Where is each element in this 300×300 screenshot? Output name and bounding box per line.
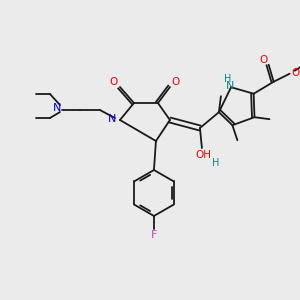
Text: N: N bbox=[108, 114, 116, 124]
Text: O: O bbox=[292, 68, 300, 78]
Text: H: H bbox=[224, 74, 232, 84]
Text: H: H bbox=[212, 158, 220, 168]
Text: OH: OH bbox=[195, 150, 211, 160]
Text: O: O bbox=[110, 77, 118, 87]
Text: O: O bbox=[260, 55, 268, 65]
Text: F: F bbox=[151, 230, 157, 240]
Text: O: O bbox=[172, 77, 180, 87]
Text: N: N bbox=[53, 103, 61, 113]
Text: N: N bbox=[226, 81, 234, 91]
